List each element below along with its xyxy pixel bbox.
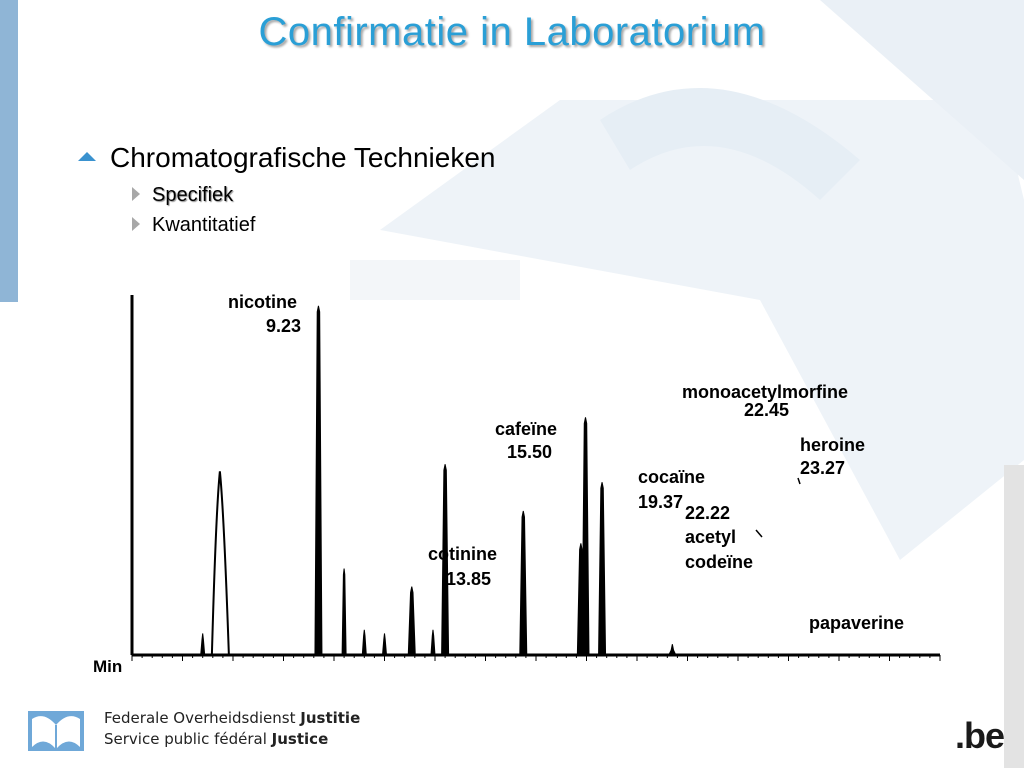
- peak-unlabeled: [210, 471, 230, 656]
- peak-label: cotinine: [428, 544, 497, 564]
- justitie-logo: [28, 711, 84, 751]
- left-accent-bar: [0, 0, 18, 302]
- triangle-right-icon: [132, 186, 140, 201]
- slide-title: Confirmatie in Laboratorium: [258, 10, 766, 54]
- peak-label: monoacetylmorfine: [682, 382, 848, 402]
- x-axis-label: Min: [93, 657, 122, 676]
- peak-label: codeïne: [685, 552, 753, 572]
- peak-label: 15.50: [507, 442, 552, 462]
- peak-label: papaverine: [809, 613, 904, 633]
- footer-line-2: Service public fédéral Justice: [104, 730, 329, 748]
- peak-cafeïne: [441, 464, 450, 656]
- be-logo: .be: [955, 715, 1005, 756]
- peak-unlabeled: [381, 633, 388, 656]
- peak-label: cafeïne: [495, 419, 557, 439]
- bullet-main-text: Chromatografische Technieken: [110, 142, 496, 173]
- peak-unlabeled: [200, 633, 206, 656]
- peak-unlabeled: [341, 568, 347, 656]
- peak-label: heroine: [800, 435, 865, 455]
- right-accent-bar: [1004, 465, 1024, 768]
- sub-bullet-text: Specifiek: [152, 184, 234, 206]
- bullet-main: Chromatografische Technieken: [78, 142, 495, 174]
- peak-papaverine: [668, 644, 677, 656]
- triangle-right-icon: [132, 216, 140, 231]
- peak-cotinine: [407, 586, 416, 656]
- label-connector: [797, 477, 801, 485]
- peak-label: 19.37: [638, 492, 683, 512]
- footer-text: Federale Overheidsdienst Justitie Servic…: [104, 708, 360, 750]
- peak-label: 22.45: [744, 400, 789, 420]
- peak-nicotine: [314, 305, 323, 656]
- peak-monoacetylmorfine: [581, 417, 590, 656]
- footer-line-1: Federale Overheidsdienst Justitie: [104, 709, 361, 727]
- label-connector: [755, 529, 763, 538]
- peak-unlabeled: [430, 629, 436, 656]
- peak-label: nicotine: [228, 292, 297, 312]
- peak-label: cocaïne: [638, 467, 705, 487]
- peak-label: 9.23: [266, 316, 301, 336]
- peak-heroine: [598, 482, 607, 656]
- peak-label: 22.22: [685, 503, 730, 523]
- peak-label: acetyl: [685, 527, 736, 547]
- peak-label: 13.85: [446, 569, 491, 589]
- peak-cocaïne: [519, 510, 528, 656]
- peak-unlabeled: [361, 629, 367, 656]
- sub-bullet-text: Kwantitatief: [152, 214, 256, 236]
- triangle-up-icon: [78, 152, 96, 162]
- sub-bullet-specifiek: Specifiek: [132, 184, 233, 207]
- peak-label: 23.27: [800, 458, 845, 478]
- sub-bullet-kwantitatief: Kwantitatief: [132, 214, 255, 237]
